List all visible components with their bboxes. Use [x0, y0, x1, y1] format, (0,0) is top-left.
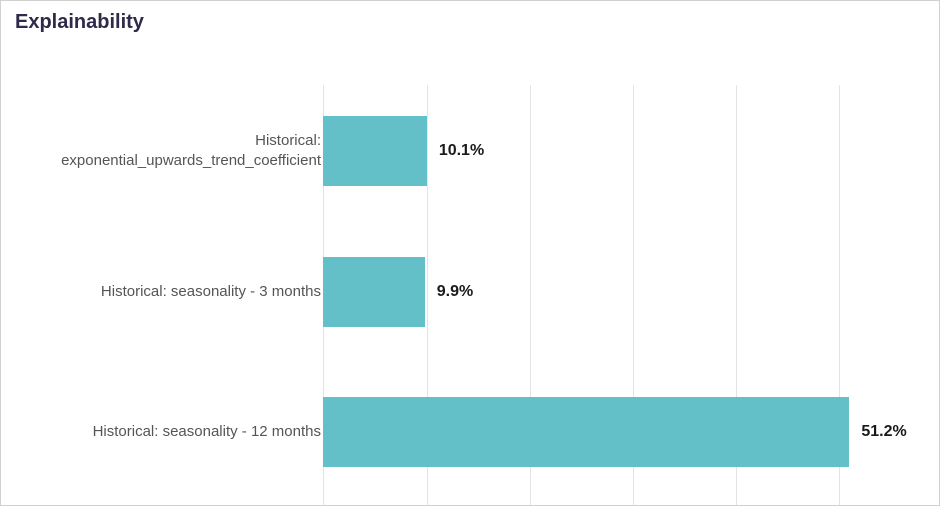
value-label: 10.1% [439, 142, 484, 160]
panel-title: Explainability [15, 11, 144, 34]
value-label: 9.9% [437, 283, 473, 301]
bar [323, 397, 849, 467]
bar-row: Historical: seasonality - 3 months 9.9% [1, 257, 939, 327]
bar [323, 116, 427, 186]
explainability-chart: Historical:exponential_upwards_trend_coe… [1, 85, 939, 505]
bar [323, 257, 425, 327]
bar-row: Historical:exponential_upwards_trend_coe… [1, 116, 939, 186]
category-label: Historical:exponential_upwards_trend_coe… [61, 131, 321, 172]
category-label: Historical: seasonality - 3 months [101, 282, 321, 302]
category-label: Historical: seasonality - 12 months [93, 422, 321, 442]
value-label: 51.2% [861, 423, 906, 441]
bar-row: Historical: seasonality - 12 months 51.2% [1, 397, 939, 467]
